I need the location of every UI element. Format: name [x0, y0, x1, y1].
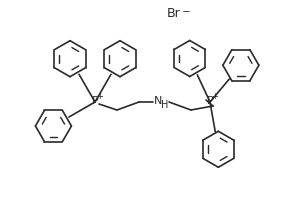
Text: N: N — [154, 96, 162, 106]
Text: H: H — [161, 100, 168, 110]
Text: −: − — [182, 7, 191, 17]
Text: P: P — [92, 96, 99, 106]
Text: +: + — [97, 92, 103, 101]
Text: +: + — [212, 92, 218, 101]
Text: P: P — [206, 96, 214, 106]
Text: Br: Br — [167, 7, 181, 20]
